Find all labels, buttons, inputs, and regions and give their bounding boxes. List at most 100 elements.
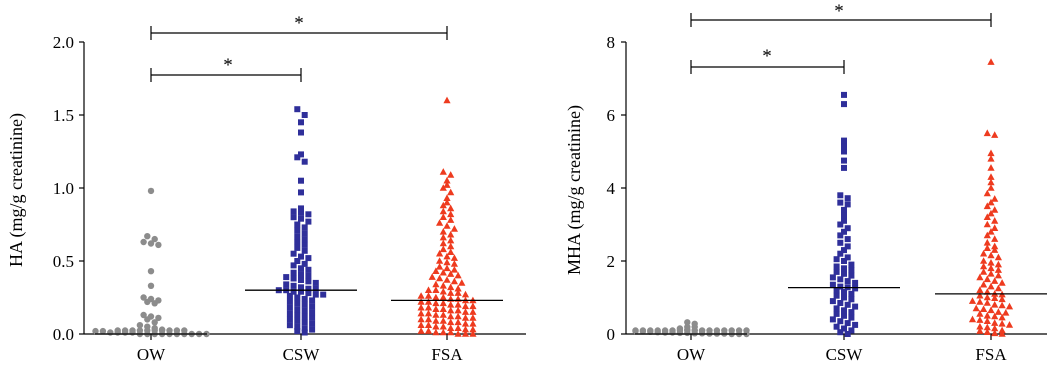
data-point-fsa [439, 168, 447, 175]
data-point-ow [107, 329, 114, 336]
data-point-csw [844, 225, 851, 232]
data-point-fsa [991, 312, 999, 320]
data-point-fsa [424, 298, 433, 305]
data-point-csw [305, 218, 312, 225]
data-point-fsa [424, 309, 433, 317]
data-point-fsa [432, 299, 440, 307]
data-point-csw [309, 320, 316, 327]
data-point-csw [841, 307, 847, 314]
x-ticks: OW CSW FSA [677, 334, 1007, 364]
data-point-fsa [983, 275, 991, 283]
data-point-csw [283, 274, 290, 281]
data-point-csw [841, 325, 847, 332]
data-point-fsa [469, 325, 477, 333]
data-point-csw [844, 201, 851, 208]
data-point-fsa [447, 312, 455, 320]
data-point-fsa [447, 188, 455, 196]
data-point-csw [301, 307, 308, 314]
data-point-csw [286, 322, 293, 329]
data-point-csw [852, 279, 859, 286]
data-point-csw [844, 254, 851, 261]
y-tick-label: 2.0 [53, 33, 74, 52]
data-point-csw [837, 283, 844, 290]
data-point-fsa [439, 322, 447, 330]
data-point-csw [305, 266, 312, 273]
data-point-fsa [987, 259, 995, 266]
data-point-fsa [980, 249, 988, 257]
data-point-csw [301, 329, 308, 336]
data-point-fsa [976, 286, 984, 293]
data-point-ow [140, 294, 147, 301]
data-point-fsa [432, 293, 440, 301]
data-point-csw [841, 157, 847, 164]
data-point-ow [136, 322, 144, 329]
data-point-csw [290, 208, 297, 215]
x-tick-label-ow: OW [677, 345, 706, 364]
data-point-csw [841, 217, 847, 224]
data-point-fsa [439, 317, 447, 324]
data-point-fsa [417, 303, 425, 311]
data-point-fsa [998, 279, 1006, 286]
y-tick-label: 8 [607, 33, 616, 52]
data-point-csw [833, 287, 840, 294]
data-point-fsa [417, 315, 425, 323]
data-point-fsa [991, 324, 999, 332]
y-ticks: 0.0 0.5 1.0 1.5 2.0 [53, 33, 84, 344]
data-point-fsa [454, 306, 462, 314]
data-point-fsa [983, 244, 991, 251]
data-point-ow [147, 282, 155, 289]
data-point-csw [837, 221, 844, 228]
data-point-ow [99, 327, 107, 335]
data-point-csw [844, 278, 851, 285]
data-point-csw [294, 294, 301, 301]
data-point-csw [833, 323, 840, 330]
data-point-fsa [432, 322, 440, 330]
data-point-fsa [983, 299, 991, 306]
data-point-csw [848, 327, 855, 334]
x-tick-label-csw: CSW [826, 345, 864, 364]
data-point-fsa [983, 220, 991, 228]
data-point-fsa [469, 308, 477, 315]
data-point-csw [298, 177, 304, 184]
data-point-csw [848, 309, 855, 316]
data-point-fsa [469, 314, 477, 321]
data-point-fsa [439, 233, 447, 241]
data-point-fsa [424, 292, 433, 299]
data-point-fsa [991, 319, 999, 326]
data-point-fsa [983, 288, 991, 295]
data-point-fsa [976, 298, 984, 305]
data-point-csw [837, 192, 844, 199]
data-point-fsa [469, 302, 477, 310]
data-point-fsa [987, 251, 995, 259]
y-tick-label: 1.0 [53, 179, 74, 198]
data-point-csw [312, 279, 319, 286]
data-point-csw [841, 289, 847, 295]
data-point-csw [286, 293, 293, 299]
data-point-csw [844, 301, 851, 308]
data-point-csw [286, 298, 293, 305]
data-point-ow [173, 327, 181, 334]
data-point-ow [684, 319, 691, 326]
data-point-csw [841, 258, 847, 264]
data-point-fsa [987, 264, 995, 272]
data-point-fsa [454, 312, 462, 320]
data-point-csw [290, 250, 297, 257]
data-point-fsa [991, 301, 999, 308]
data-point-ow [144, 233, 151, 240]
y-tick-label: 1.5 [53, 106, 74, 125]
data-point-csw [298, 284, 304, 291]
data-point-csw [298, 215, 304, 222]
data-point-ow [147, 295, 155, 303]
data-point-csw [294, 106, 301, 113]
data-point-csw [298, 129, 304, 136]
y-ticks: 0 2 4 6 8 [607, 33, 626, 344]
data-point-csw [841, 270, 847, 277]
data-point-fsa [987, 155, 995, 162]
data-point-fsa [980, 305, 988, 312]
x-tick-label-ow: OW [137, 345, 166, 364]
data-point-fsa [987, 184, 995, 191]
data-point-fsa [998, 313, 1006, 321]
data-point-fsa [417, 309, 425, 317]
data-point-ow [684, 326, 691, 333]
data-point-fsa [469, 330, 477, 337]
